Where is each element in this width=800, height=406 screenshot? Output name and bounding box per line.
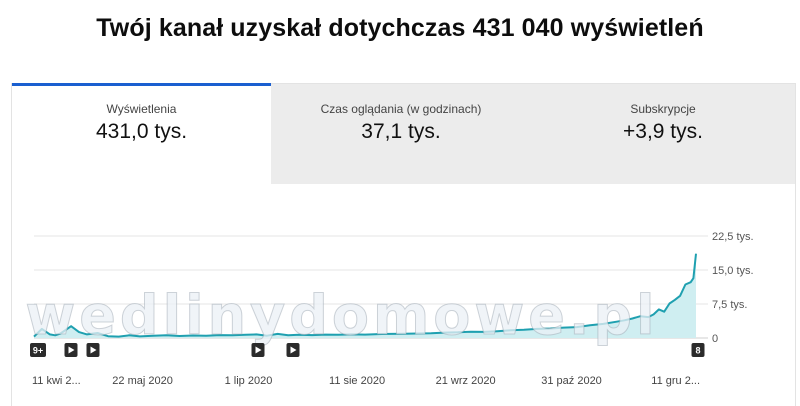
x-tick-label: 21 wrz 2020: [436, 375, 496, 387]
tab-subscriptions[interactable]: Subskrypcje +3,9 tys.: [531, 84, 795, 184]
views-chart-svg: 0 7,5 tys. 15,0 tys. 22,5 tys. wedlinydomowe…: [25, 231, 754, 387]
tab-subscriptions-value: +3,9 tys.: [623, 120, 703, 143]
video-marker-play-icon[interactable]: [86, 343, 100, 357]
views-area: [34, 253, 696, 338]
analytics-card: Wyświetlenia 431,0 tys. Czas oglądania (…: [11, 83, 796, 406]
play-icon: [290, 346, 297, 354]
views-chart: 0 7,5 tys. 15,0 tys. 22,5 tys. wedlinydomowe…: [12, 184, 795, 406]
metric-tabs: Wyświetlenia 431,0 tys. Czas oglądania (…: [12, 83, 795, 184]
tab-watch-time-value: 37,1 tys.: [361, 120, 441, 143]
tab-views-value: 431,0 tys.: [95, 120, 188, 143]
tab-watch-time[interactable]: Czas oglądania (w godzinach) 37,1 tys.: [271, 84, 531, 184]
video-count-marker[interactable]: 9+: [30, 343, 46, 357]
tab-views-label: Wyświetlenia: [106, 102, 177, 116]
x-tick-label: 1 lip 2020: [225, 375, 273, 387]
video-count-marker[interactable]: 8: [691, 343, 705, 357]
x-tick-label: 11 kwi 2...: [32, 375, 81, 387]
views-line: [33, 253, 697, 338]
x-tick-label: 11 gru 2...: [651, 375, 700, 387]
marker-count-label: 9+: [33, 346, 43, 356]
video-marker-play-icon[interactable]: [251, 343, 265, 357]
x-tick-label: 11 sie 2020: [329, 375, 385, 387]
y-tick-label: 7,5 tys.: [712, 299, 747, 311]
y-tick-label: 22,5 tys.: [712, 231, 754, 243]
play-icon: [90, 346, 97, 354]
x-tick-label: 22 maj 2020: [112, 375, 173, 387]
tab-views[interactable]: Wyświetlenia 431,0 tys.: [12, 83, 271, 184]
watermark-text: wedlinydomowe.pl: [25, 284, 658, 347]
video-marker-play-icon[interactable]: [64, 343, 78, 357]
video-marker-play-icon[interactable]: [286, 343, 300, 357]
x-tick-label: 31 paź 2020: [541, 375, 602, 387]
page-headline: Twój kanał uzyskał dotychczas 431 040 wy…: [96, 14, 704, 42]
play-icon: [255, 346, 262, 354]
tab-watch-time-label: Czas oglądania (w godzinach): [320, 102, 482, 116]
tab-subscriptions-label: Subskrypcje: [630, 102, 696, 116]
y-tick-label: 15,0 tys.: [712, 265, 754, 277]
marker-count-label: 8: [695, 346, 700, 356]
play-icon: [68, 346, 75, 354]
y-tick-label: 0: [712, 333, 718, 345]
